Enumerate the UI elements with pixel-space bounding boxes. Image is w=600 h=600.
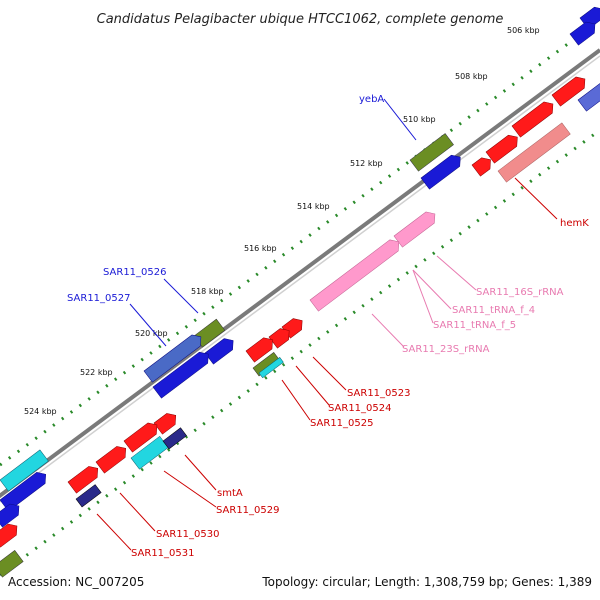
gene-arrow-navy[interactable]: [75, 484, 102, 508]
outer-dotted-track: [0, 18, 600, 467]
gene-arrow-red[interactable]: [0, 520, 21, 548]
gene-arrow-navy[interactable]: [162, 427, 187, 450]
gene-arrow-blue[interactable]: [569, 18, 599, 46]
inner-dotted-track: [0, 128, 600, 577]
gene-arrow-red[interactable]: [95, 443, 130, 474]
topology-text: Topology: circular; Length: 1,308,759 bp…: [261, 575, 592, 589]
gene-arrow-red[interactable]: [268, 325, 293, 349]
label-sar11-0530[interactable]: SAR11_0530: [156, 529, 220, 540]
label-yebA[interactable]: yebA: [359, 94, 384, 105]
tick-label: 514 kbp: [297, 202, 330, 211]
label-sar11-trna-f5[interactable]: SAR11_tRNA_f_5: [433, 320, 516, 331]
label-sar11-0531[interactable]: SAR11_0531: [131, 548, 195, 559]
gene-arrow-pink[interactable]: [393, 208, 439, 248]
gene-arrow-red[interactable]: [153, 410, 180, 435]
tick-label: 518 kbp: [191, 287, 224, 296]
label-sar11-trna-f4[interactable]: SAR11_tRNA_f_4: [452, 305, 535, 316]
gene-arrow-red[interactable]: [471, 154, 495, 177]
gene-arrow-green[interactable]: [0, 550, 24, 578]
map-title: Candidatus Pelagibacter ubique HTCC1062,…: [97, 12, 504, 27]
leader-lines: [96, 98, 558, 551]
feature-labels: yebA hemK SAR11_0526 SAR11_0527 SAR11_16…: [67, 94, 589, 559]
gene-arrow-red[interactable]: [67, 463, 102, 494]
label-sar11-16s-rrna[interactable]: SAR11_16S_rRNA: [476, 287, 564, 298]
label-sar11-0523[interactable]: SAR11_0523: [347, 388, 411, 399]
gene-arrow-blue[interactable]: [152, 348, 213, 399]
gene-arrow-blue[interactable]: [0, 500, 23, 528]
tick-label: 508 kbp: [455, 72, 488, 81]
gene-arrow-green[interactable]: [409, 133, 454, 172]
label-sar11-0524[interactable]: SAR11_0524: [328, 403, 392, 414]
tick-label: 516 kbp: [244, 244, 277, 253]
gene-arrow-red[interactable]: [485, 132, 522, 164]
gene-arrow-red[interactable]: [123, 419, 161, 453]
gene-arrow-red[interactable]: [511, 98, 557, 138]
gene-arrow-red[interactable]: [551, 73, 589, 107]
gene-arrow-cyan[interactable]: [0, 449, 49, 492]
gene-arrow-blue[interactable]: [204, 335, 237, 365]
tick-label: 520 kbp: [135, 329, 168, 338]
tick-label: 522 kbp: [80, 368, 113, 377]
label-sar11-0525[interactable]: SAR11_0525: [310, 418, 374, 429]
gene-arrow-blue[interactable]: [420, 152, 465, 190]
label-sar11-23s-rrna[interactable]: SAR11_23S_rRNA: [402, 344, 490, 355]
tick-label: 524 kbp: [24, 407, 57, 416]
tick-label: 510 kbp: [403, 115, 436, 124]
accession-text: Accession: NC_007205: [8, 575, 144, 589]
gene-arrow-red[interactable]: [245, 334, 277, 363]
gene-arrow-blue[interactable]: [143, 331, 205, 383]
gene-features: [0, 6, 600, 578]
label-sar11-0526[interactable]: SAR11_0526: [103, 267, 167, 278]
tick-label: 512 kbp: [350, 159, 383, 168]
label-smtA[interactable]: smtA: [217, 488, 243, 499]
genome-backbone: [0, 48, 600, 503]
gene-arrow-blue[interactable]: [577, 80, 600, 112]
label-sar11-0527[interactable]: SAR11_0527: [67, 293, 131, 304]
gene-arrow-salmon[interactable]: [497, 122, 571, 183]
tick-label: 506 kbp: [507, 26, 540, 35]
gene-arrow-cyan[interactable]: [258, 357, 284, 379]
gene-arrow-pink[interactable]: [309, 236, 403, 312]
label-hemK[interactable]: hemK: [560, 218, 589, 229]
label-sar11-0529[interactable]: SAR11_0529: [216, 505, 280, 516]
tick-labels: 506 kbp 508 kbp 510 kbp 512 kbp 514 kbp …: [24, 26, 540, 416]
